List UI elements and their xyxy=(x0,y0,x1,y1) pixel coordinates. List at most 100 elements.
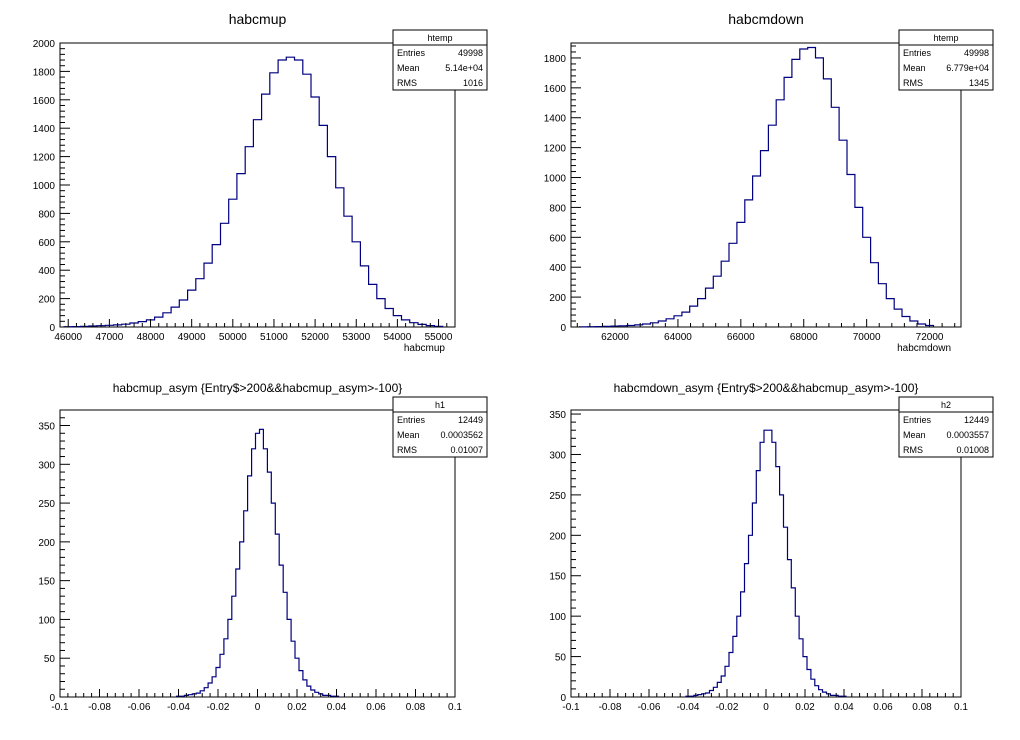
x-tick-label: 70000 xyxy=(853,332,881,343)
x-tick-label: 50000 xyxy=(219,332,247,343)
stats-key: Mean xyxy=(397,430,420,440)
stats-value: 0.0003557 xyxy=(946,430,989,440)
stats-title: htemp xyxy=(427,33,452,43)
x-tick-label: 0.06 xyxy=(366,702,386,713)
x-tick-label: -0.04 xyxy=(677,702,700,713)
stats-key: Mean xyxy=(397,63,420,73)
x-tick-label: 52000 xyxy=(301,332,329,343)
x-tick-label: 66000 xyxy=(727,332,755,343)
y-tick-label: 1400 xyxy=(33,124,56,135)
histogram-pad-3: habcmup_asym {Entry$>200&&habcmup_asym>-… xyxy=(38,381,488,713)
chart-title: habcmup xyxy=(229,11,287,27)
y-tick-label: 1000 xyxy=(33,181,56,192)
y-tick-label: 0 xyxy=(49,693,55,704)
histogram-pad-1: habcmup 46000 47000 48000 49000 50000 51000 520… xyxy=(33,11,488,354)
histogram-pad-4: habcmdown_asym {Entry$>200&&habcmup_asym… xyxy=(549,381,994,713)
x-tick-label: 0.02 xyxy=(795,702,815,713)
stats-value: 49998 xyxy=(964,48,989,58)
stats-value: 1016 xyxy=(463,78,483,88)
stats-key: RMS xyxy=(903,445,923,455)
y-tick-label: 1200 xyxy=(33,153,56,164)
stats-box: h1 Entries 12449 Mean 0.0003562 RMS 0.01007 xyxy=(392,396,488,458)
x-tick-label: 48000 xyxy=(137,332,165,343)
y-tick-label: 150 xyxy=(38,577,55,588)
y-tick-label: 200 xyxy=(38,538,55,549)
x-tick-label: 0.04 xyxy=(834,702,854,713)
y-tick-label: 600 xyxy=(549,233,566,244)
x-tick-label: 47000 xyxy=(95,332,123,343)
x-tick-label: 0 xyxy=(763,702,769,713)
y-tick-label: 300 xyxy=(549,450,566,461)
y-tick-label: 50 xyxy=(555,653,567,664)
stats-title: h1 xyxy=(435,400,445,410)
histogram-series xyxy=(685,429,847,697)
y-tick-label: 250 xyxy=(549,491,566,502)
stats-key: RMS xyxy=(397,78,417,88)
y-tick-label: 200 xyxy=(549,293,566,304)
chart-title: habcmdown xyxy=(728,11,804,27)
stats-key: RMS xyxy=(903,78,923,88)
x-tick-label: -0.08 xyxy=(599,702,622,713)
x-tick-label: -0.02 xyxy=(716,702,739,713)
stats-box: h2 Entries 12449 Mean 0.0003557 RMS 0.01008 xyxy=(898,396,994,458)
y-tick-label: 400 xyxy=(549,263,566,274)
y-tick-label: 1800 xyxy=(544,54,567,65)
x-tick-label: 0.08 xyxy=(406,702,426,713)
y-tick-label: 50 xyxy=(44,654,56,665)
x-tick-label: 62000 xyxy=(601,332,629,343)
y-tick-label: 400 xyxy=(38,266,55,277)
y-tick-label: 250 xyxy=(38,499,55,510)
y-tick-label: 0 xyxy=(560,323,566,334)
y-tick-label: 150 xyxy=(549,572,566,583)
chart-title: habcmup_asym {Entry$>200&&habcmup_asym>-… xyxy=(113,381,403,395)
x-axis-label: habcmup xyxy=(404,343,446,354)
x-tick-label: 55000 xyxy=(425,332,453,343)
y-tick-label: 200 xyxy=(38,295,55,306)
x-tick-label: 0.02 xyxy=(287,702,307,713)
stats-value: 0.0003562 xyxy=(440,430,483,440)
y-tick-label: 800 xyxy=(38,209,55,220)
histogram-pad-2: habcmdown 62000 64000 66000 68000 70000 72000 0… xyxy=(544,11,994,354)
y-tick-label: 1800 xyxy=(33,67,56,78)
x-tick-label: 0.04 xyxy=(327,702,347,713)
x-tick-label: 49000 xyxy=(178,332,206,343)
stats-value: 0.01008 xyxy=(956,445,989,455)
y-tick-label: 300 xyxy=(38,460,55,471)
stats-value: 49998 xyxy=(458,48,483,58)
x-tick-label: 64000 xyxy=(664,332,692,343)
y-tick-label: 100 xyxy=(549,612,566,623)
stats-key: Entries xyxy=(903,48,932,58)
y-tick-label: 1200 xyxy=(544,144,567,155)
stats-value: 0.01007 xyxy=(450,445,483,455)
stats-box-frame xyxy=(898,396,994,458)
x-tick-label: 0.08 xyxy=(912,702,932,713)
y-tick-label: 600 xyxy=(38,238,55,249)
y-tick-label: 800 xyxy=(549,203,566,214)
stats-value: 12449 xyxy=(964,415,989,425)
y-tick-label: 0 xyxy=(49,323,55,334)
x-tick-label: 72000 xyxy=(916,332,944,343)
y-tick-label: 350 xyxy=(549,410,566,421)
stats-key: Entries xyxy=(397,48,426,58)
y-tick-label: 1600 xyxy=(544,84,567,95)
x-axis-label: habcmdown xyxy=(897,343,951,354)
x-tick-label: -0.1 xyxy=(562,702,580,713)
stats-key: RMS xyxy=(397,445,417,455)
x-tick-label: -0.06 xyxy=(128,702,151,713)
stats-title: htemp xyxy=(933,33,958,43)
y-tick-label: 1400 xyxy=(544,114,567,125)
x-tick-label: 54000 xyxy=(383,332,411,343)
y-tick-label: 1000 xyxy=(544,174,567,185)
stats-key: Mean xyxy=(903,63,926,73)
stats-value: 6.779e+04 xyxy=(946,63,989,73)
x-tick-label: 68000 xyxy=(790,332,818,343)
y-tick-label: 0 xyxy=(560,693,566,704)
stats-value: 5.14e+04 xyxy=(445,63,483,73)
x-tick-label: -0.02 xyxy=(207,702,230,713)
stats-box-frame xyxy=(392,396,488,458)
stats-key: Entries xyxy=(397,415,426,425)
y-tick-label: 2000 xyxy=(33,39,56,50)
histogram-series xyxy=(579,46,935,328)
